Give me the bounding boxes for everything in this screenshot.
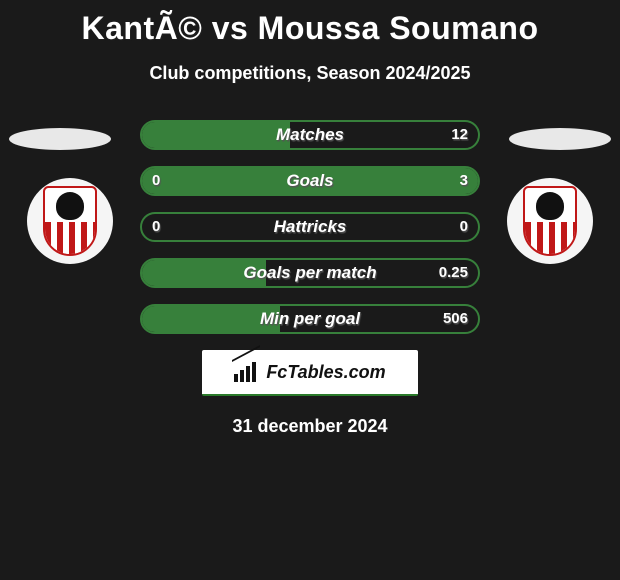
stats-list: Matches 12 0 Goals 3 0 Hattricks 0 Goals… (0, 120, 620, 437)
stat-value-right: 12 (451, 122, 468, 148)
date-text: 31 december 2024 (0, 416, 620, 437)
bar-chart-icon (234, 362, 260, 382)
stat-label: Matches (142, 122, 478, 148)
stat-value-right: 506 (443, 306, 468, 332)
page-title: KantÃ© vs Moussa Soumano (0, 0, 620, 47)
stat-label: Goals (142, 168, 478, 194)
stat-row: 0 Goals 3 (140, 166, 480, 196)
stat-label: Goals per match (142, 260, 478, 286)
stat-value-right: 0.25 (439, 260, 468, 286)
stat-label: Min per goal (142, 306, 478, 332)
comparison-card: KantÃ© vs Moussa Soumano Club competitio… (0, 0, 620, 580)
brand-text: FcTables.com (266, 362, 385, 383)
stat-row: Matches 12 (140, 120, 480, 150)
page-subtitle: Club competitions, Season 2024/2025 (0, 63, 620, 84)
stat-row: Goals per match 0.25 (140, 258, 480, 288)
stat-value-right: 0 (460, 214, 468, 240)
stat-value-right: 3 (460, 168, 468, 194)
brand-badge[interactable]: FcTables.com (202, 350, 418, 396)
stat-row: Min per goal 506 (140, 304, 480, 334)
stat-label: Hattricks (142, 214, 478, 240)
stat-row: 0 Hattricks 0 (140, 212, 480, 242)
